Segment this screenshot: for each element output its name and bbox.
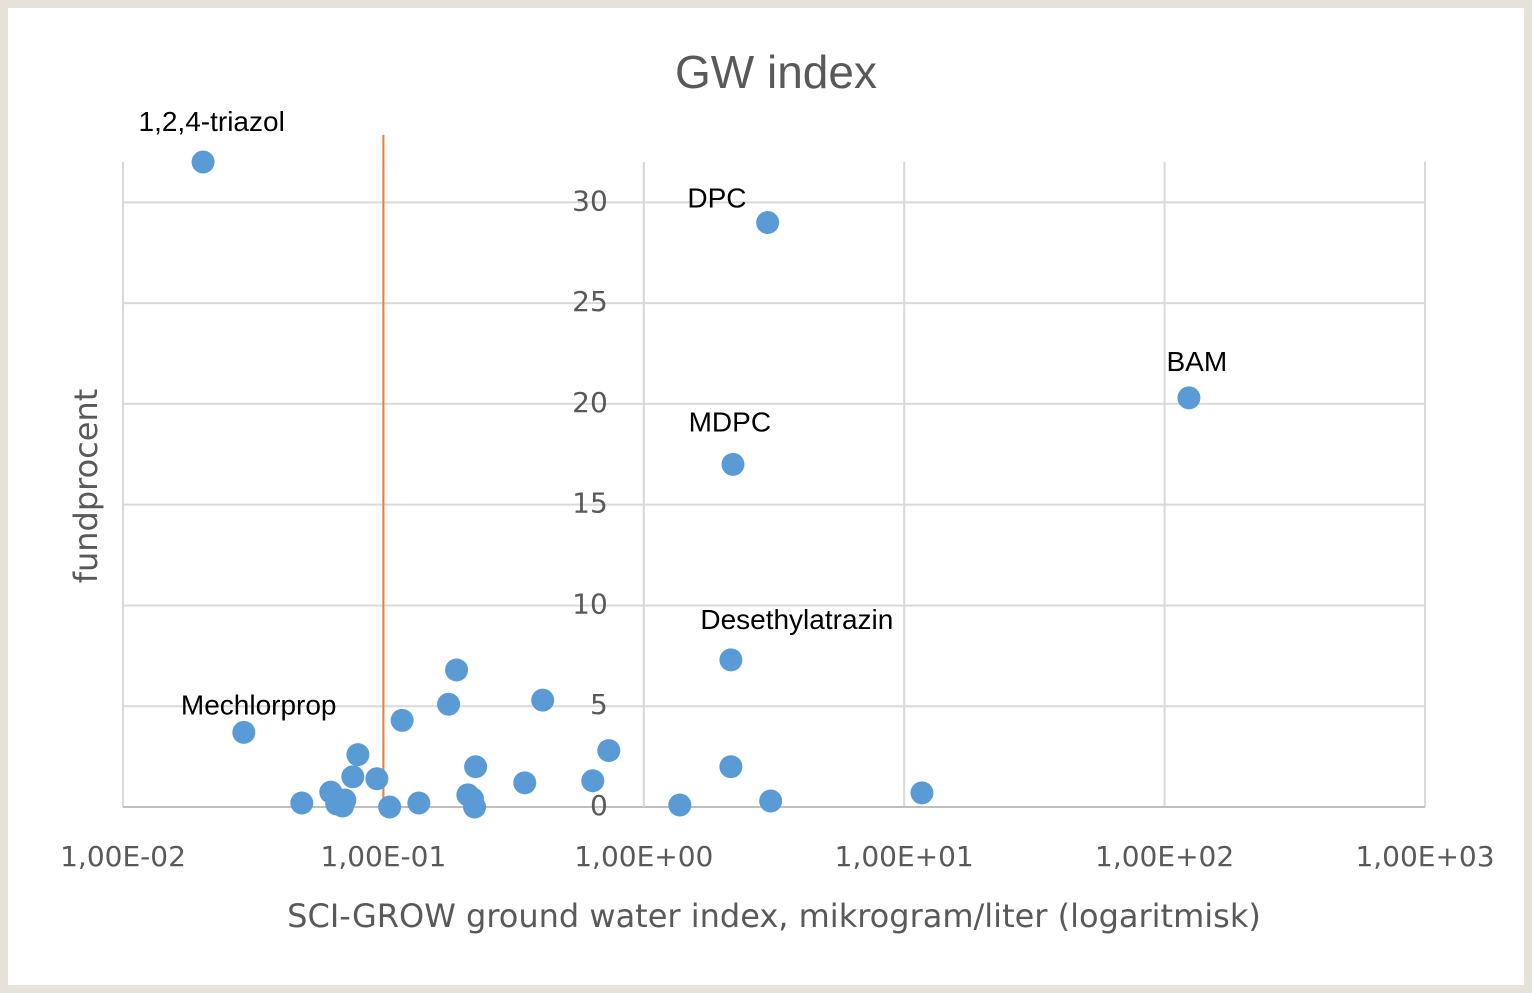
- annotation: Desethylatrazin: [700, 604, 893, 635]
- data-point: [531, 688, 555, 712]
- data-point: [341, 765, 365, 789]
- annotation: BAM: [1167, 346, 1228, 377]
- data-point: [756, 210, 780, 234]
- data-point: [191, 150, 215, 174]
- data-point: [1177, 386, 1201, 410]
- y-axis-title: fundprocent: [67, 389, 105, 584]
- data-point: [668, 793, 692, 817]
- data-point: [581, 769, 605, 793]
- y-tick-label: 30: [572, 184, 608, 217]
- data-point: [721, 452, 745, 476]
- annotation: Mechlorprop: [181, 689, 337, 720]
- data-point: [445, 658, 469, 682]
- data-point: [463, 795, 487, 819]
- data-point: [365, 767, 389, 791]
- data-point: [464, 755, 488, 779]
- x-axis-title: SCI-GROW ground water index, mikrogram/l…: [287, 897, 1261, 935]
- data-point: [290, 791, 314, 815]
- data-point: [437, 692, 461, 716]
- data-point: [407, 791, 431, 815]
- data-point: [597, 739, 621, 763]
- data-point: [232, 720, 256, 744]
- data-point: [346, 743, 370, 767]
- y-tick-label: 10: [572, 587, 608, 620]
- y-tick-label: 15: [572, 487, 608, 520]
- x-tick-label: 1,00E-02: [60, 840, 186, 873]
- x-tick-label: 1,00E+01: [835, 840, 974, 873]
- annotation: DPC: [687, 183, 746, 214]
- y-tick-label: 20: [572, 386, 608, 419]
- y-tick-label: 25: [572, 285, 608, 318]
- x-tick-label: 1,00E+03: [1355, 840, 1494, 873]
- data-point: [910, 781, 934, 805]
- y-tick-label: 0: [590, 789, 608, 822]
- data-point: [719, 755, 743, 779]
- data-point: [759, 789, 783, 813]
- data-point: [390, 708, 414, 732]
- data-point: [331, 794, 355, 818]
- data-point: [378, 795, 402, 819]
- y-tick-label: 5: [590, 688, 608, 721]
- x-tick-label: 1,00E-01: [321, 840, 447, 873]
- chart-title: GW index: [675, 46, 877, 98]
- annotation: MDPC: [689, 406, 771, 437]
- annotation: 1,2,4-triazol: [139, 106, 285, 137]
- data-point: [719, 648, 743, 672]
- data-point: [513, 771, 537, 795]
- x-tick-label: 1,00E+00: [574, 840, 713, 873]
- x-tick-label: 1,00E+02: [1095, 840, 1234, 873]
